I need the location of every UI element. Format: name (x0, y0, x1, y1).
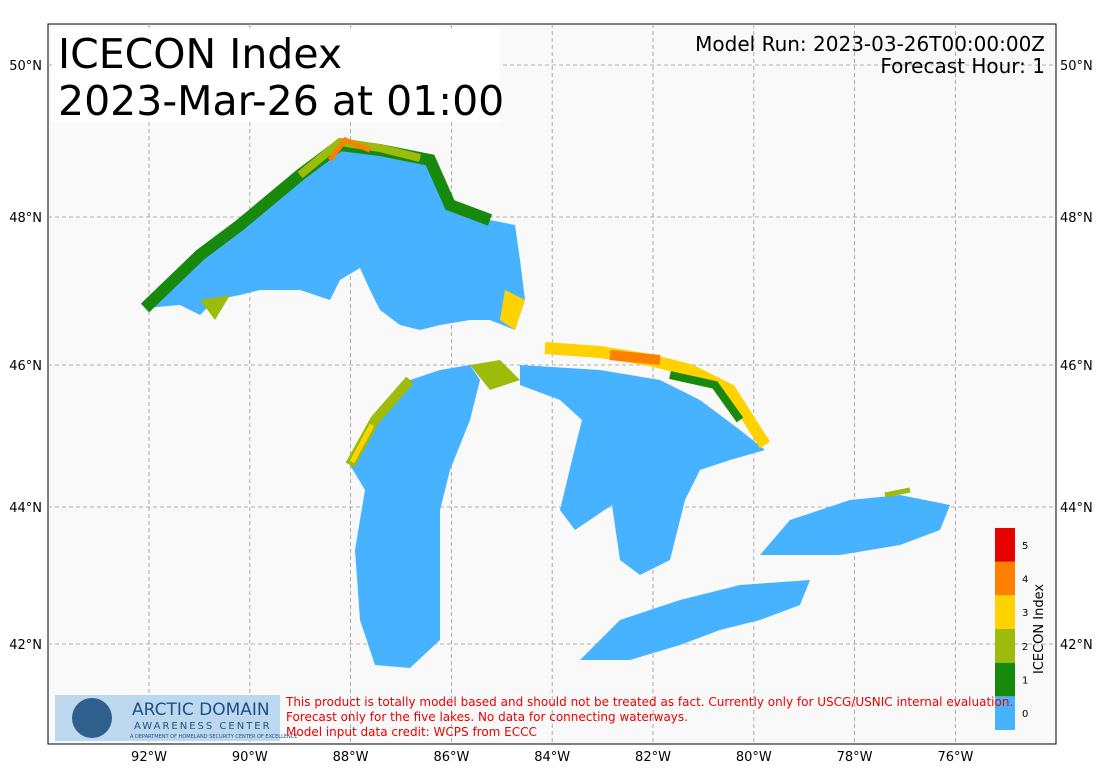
logo-name: ARCTIC DOMAIN (132, 700, 270, 720)
lon-label: 90°W (232, 750, 268, 765)
ice-fringe (200, 295, 230, 320)
colorbar-swatch (995, 561, 1015, 596)
lake-michigan (350, 365, 480, 668)
colorbar-swatch (995, 696, 1015, 730)
colorbar-label: 2 (1022, 642, 1028, 653)
colorbar-swatch (995, 662, 1015, 697)
lake-erie (580, 580, 810, 660)
lon-label: 92°W (131, 750, 167, 765)
title: 2023-Mar-26 at 01:00 (58, 77, 504, 125)
lakes (140, 136, 950, 668)
disclaimer: Forecast only for the five lakes. No dat… (286, 710, 688, 724)
lat-label: 50°N (1060, 59, 1093, 74)
disclaimer: Model input data credit: WCPS from ECCC (286, 725, 537, 739)
lake-ontario (760, 495, 950, 555)
colorbar-label: 3 (1022, 608, 1028, 619)
ice-fringe (544, 342, 771, 449)
colorbar-label: 4 (1022, 575, 1028, 586)
lat-label: 48°N (9, 211, 42, 226)
logo-tag: A DEPARTMENT OF HOMELAND SECURITY CENTER… (130, 734, 297, 740)
ice-fringe (470, 360, 520, 390)
colorbar-label: 0 (1022, 709, 1028, 720)
colorbar-label: 5 (1022, 541, 1028, 552)
model-run: Model Run: 2023-03-26T00:00:00Z (695, 32, 1045, 56)
forecast-hour: Forecast Hour: 1 (880, 54, 1045, 78)
lon-label: 84°W (534, 750, 570, 765)
lat-label: 48°N (1060, 211, 1093, 226)
lat-label: 46°N (9, 359, 42, 374)
title-box (52, 28, 500, 122)
colorbar-label: 1 (1022, 676, 1028, 687)
lat-label: 46°N (1060, 359, 1093, 374)
lat-label: 44°N (1060, 501, 1093, 516)
ice-fringe (328, 136, 371, 162)
ice-fringe (500, 290, 525, 330)
lat-label: 44°N (9, 501, 42, 516)
lon-label: 86°W (433, 750, 469, 765)
lat-label: 42°N (9, 638, 42, 653)
logo-globe (72, 698, 112, 738)
ice-fringe (669, 371, 744, 423)
lon-label: 80°W (736, 750, 772, 765)
title: ICECON Index (58, 30, 342, 78)
disclaimer: This product is totally model based and … (285, 695, 1013, 709)
ice-fringe (349, 423, 375, 464)
lon-label: 76°W (937, 750, 973, 765)
logo-sub: AWARENESS CENTER (134, 721, 272, 732)
colorbar-swatch (995, 528, 1015, 562)
colorbar-swatch (995, 595, 1015, 629)
ice-fringe (884, 487, 911, 498)
lon-label: 82°W (635, 750, 671, 765)
lake-superior (145, 145, 525, 330)
lon-label: 78°W (837, 750, 873, 765)
colorbar-swatch (995, 629, 1015, 663)
colorbar-title: ICECON Index (1032, 584, 1047, 674)
ice-fringe (609, 350, 661, 365)
lat-label: 42°N (1060, 638, 1093, 653)
lat-label: 50°N (9, 59, 42, 74)
colorbar: 0 1 2 3 4 5 (995, 528, 1028, 730)
lake-huron (520, 365, 765, 575)
lon-label: 88°W (333, 750, 369, 765)
